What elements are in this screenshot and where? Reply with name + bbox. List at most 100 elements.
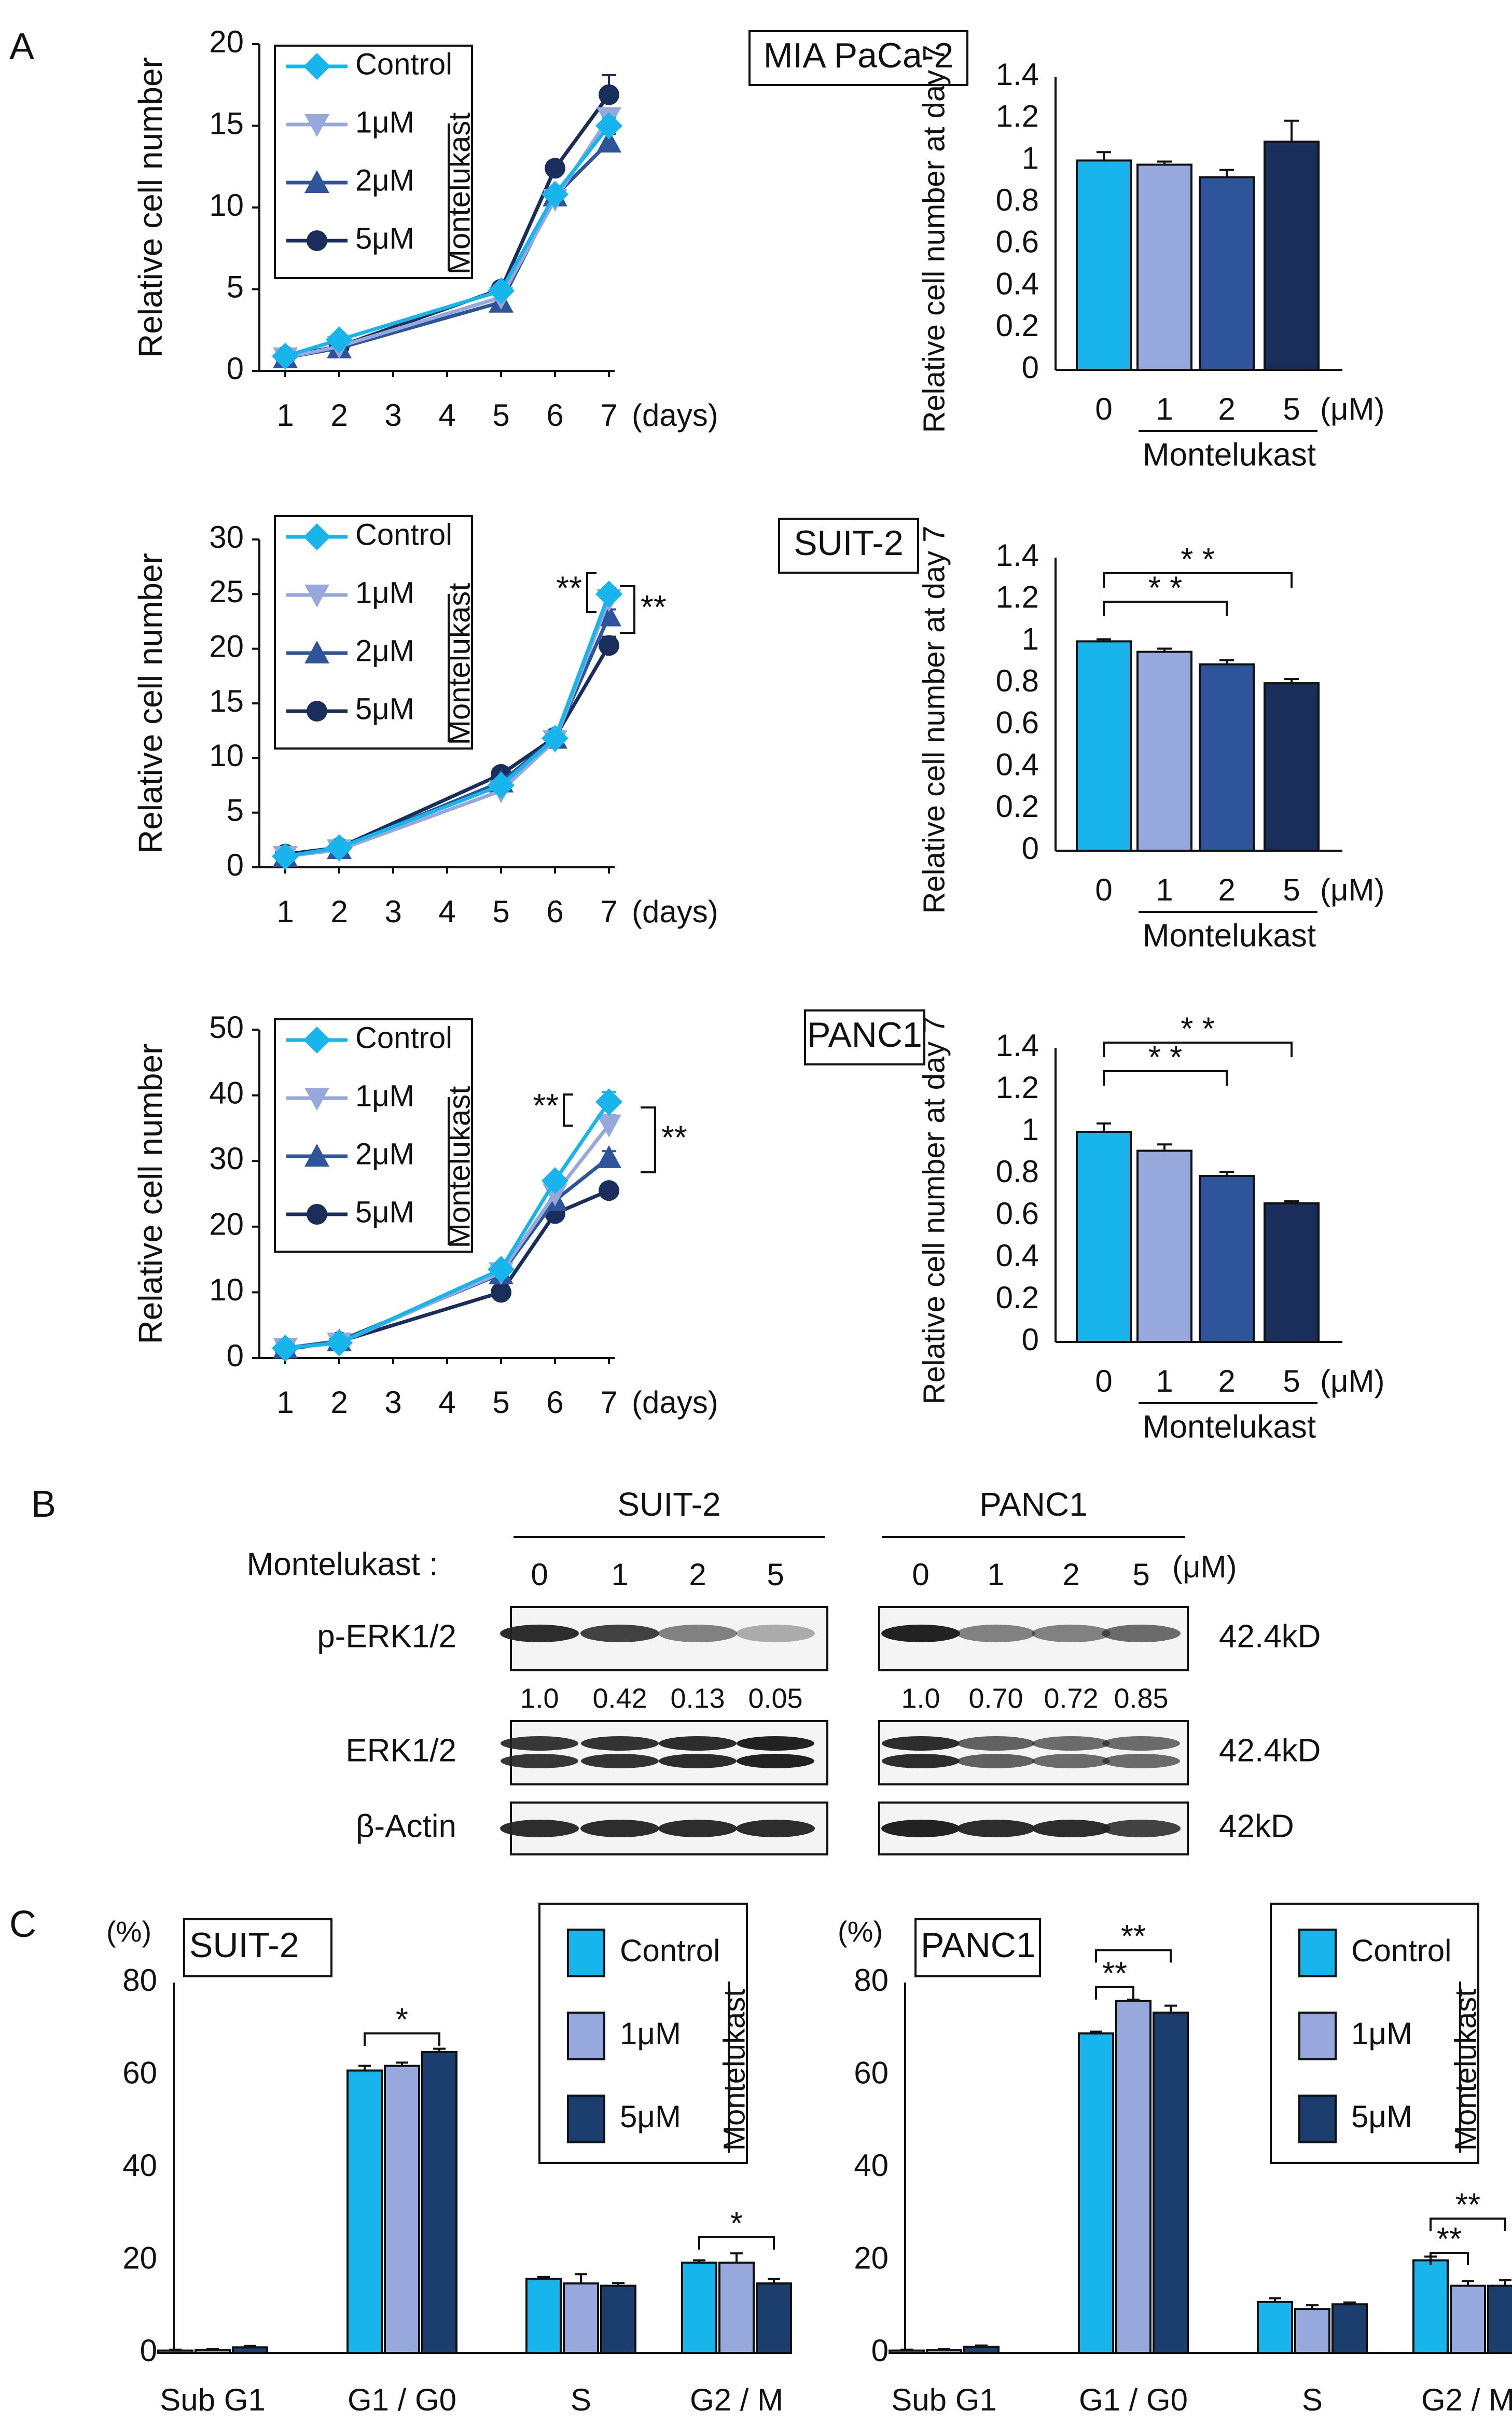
a2-legend-marker-Control <box>303 523 330 550</box>
a1-point-Control <box>326 326 353 354</box>
a3-point-1μM <box>597 1114 621 1138</box>
b-dose-label-PANC1: 1 <box>987 1557 1004 1592</box>
a1-point-5μM <box>599 84 619 105</box>
b-dose-label-PANC1: 5 <box>1132 1557 1149 1592</box>
c1-sig-2-label: * <box>730 2206 743 2241</box>
a2-legend-label-Control: Control <box>355 518 452 551</box>
ab1-y-tick-label: 1.2 <box>996 99 1039 134</box>
c2-legend-label-5μM: 5μM <box>1351 2099 1412 2134</box>
c1-bar-G2 / M-5μM <box>756 2282 792 2354</box>
ab1-y-label: Relative cell number at day 7 <box>917 45 951 433</box>
b-group-title-PANC1: PANC1 <box>979 1486 1088 1523</box>
c1-legend-swatch-5μM <box>567 2095 605 2143</box>
c1-x-tick-label: Sub G1 <box>160 2382 265 2417</box>
c2-bar-S-5μM <box>1331 2303 1368 2354</box>
ab2-bar-0 <box>1076 640 1132 852</box>
b-band-β-Actin <box>500 1820 579 1837</box>
c1-bar-G1 / G0-5μM <box>421 2050 457 2354</box>
a1-legend-label-5μM: 5μM <box>355 221 414 255</box>
c2-y-tick-label: 40 <box>854 2148 889 2183</box>
b-dose-label-PANC1: 0 <box>912 1557 929 1592</box>
a3-point-Control <box>272 1335 299 1362</box>
a1-x-tick-label: 3 <box>384 398 401 433</box>
c1-y-unit-label: (%) <box>106 1915 151 1948</box>
c2-bar-G2 / M-Control <box>1412 2259 1449 2354</box>
ab1-bar-5 <box>1264 141 1320 371</box>
a3-sig-2-bracket <box>641 1106 656 1173</box>
a1-x-tick-label: 5 <box>492 398 509 433</box>
ab2-y-tick-label: 0.8 <box>996 663 1039 698</box>
a3-legend-marker-5μM <box>307 1204 327 1225</box>
c2-y-tick-label: 20 <box>854 2240 889 2275</box>
c1-bar-G2 / M-Control <box>681 2261 717 2354</box>
ab3-sig-2-bracket <box>1103 1042 1293 1057</box>
b-treatment-label: Montelukast : <box>247 1546 438 1582</box>
ab3-y-label: Relative cell number at day 7 <box>917 1017 951 1405</box>
b-band-ERK1/2 <box>1102 1736 1180 1751</box>
c2-x-tick-label: S <box>1302 2382 1323 2417</box>
b-band-p-ERK1/2 <box>881 1625 960 1642</box>
ab3-y-tick-label: 1.4 <box>996 1028 1039 1063</box>
ab1-bar-1 <box>1136 163 1192 371</box>
a3-point-5μM <box>599 1180 619 1201</box>
ab3-group-label: Montelukast <box>1143 1409 1316 1445</box>
a1-title-box <box>748 30 968 86</box>
a2-sig-2-bracket <box>620 585 635 634</box>
c2-bar-G1 / G0-1μM <box>1115 2000 1152 2354</box>
ab2-sig-2-label: * * <box>1181 542 1214 577</box>
b-unit-label: (μM) <box>1172 1549 1237 1584</box>
a2-y-tick-label: 20 <box>209 629 244 664</box>
a2-point-Control <box>542 725 568 752</box>
a2-x-tick-label: 6 <box>546 894 563 929</box>
c2-bar-G1 / G0-Control <box>1078 2032 1114 2354</box>
ab1-y-tick-label: 1.4 <box>996 57 1039 92</box>
ab3-y-tick-label: 0 <box>1022 1322 1039 1357</box>
ab1-x-tick-label: 5 <box>1283 392 1300 426</box>
b-band-ERK1/2 <box>659 1736 737 1751</box>
a3-x-tick-label: 1 <box>276 1385 294 1420</box>
c1-bar-Sub G1-Control <box>157 2349 193 2354</box>
b-dose-label-SUIT-2: 5 <box>767 1557 784 1592</box>
b-quant-PANC1: 0.85 <box>1114 1683 1168 1714</box>
ab2-unit-label: (μM) <box>1320 872 1385 907</box>
ab2-sig-2-bracket <box>1103 572 1293 588</box>
a3-y-tick-label: 10 <box>209 1272 244 1307</box>
b-band-ERK1/2 <box>957 1736 1035 1751</box>
a2-x-tick-label: 5 <box>492 894 509 929</box>
c1-bar-Sub G1-5μM <box>232 2346 268 2354</box>
a1-y-tick-label: 10 <box>209 188 244 223</box>
b-band-β-Actin <box>881 1820 960 1837</box>
ab1-y-tick-label: 0.2 <box>996 308 1039 343</box>
c2-title-box <box>914 1918 1041 1977</box>
ab2-bar-1 <box>1136 650 1192 852</box>
c1-legend-swatch-1μM <box>567 2012 605 2060</box>
b-dose-label-PANC1: 2 <box>1062 1557 1079 1592</box>
b-band-ERK1/2 <box>1032 1754 1110 1768</box>
a3-y-tick-label: 40 <box>209 1075 244 1110</box>
b-blot-frame-ERK1/2 <box>510 1720 828 1785</box>
a2-y-tick-label: 10 <box>209 738 244 773</box>
ab2-x-tick-label: 5 <box>1283 872 1300 907</box>
a2-legend-label-2μM: 2μM <box>355 634 414 668</box>
c1-x-tick-label: G1 / G0 <box>348 2382 456 2417</box>
ab3-bar-5 <box>1264 1202 1320 1343</box>
a2-y-tick-label: 0 <box>227 848 244 882</box>
ab3-sig-1-bracket <box>1103 1070 1228 1086</box>
a2-y-label: Relative cell number <box>132 553 169 854</box>
ab3-sig-1-label: * * <box>1148 1040 1182 1075</box>
a1-legend-marker-Control <box>303 53 330 80</box>
b-dose-label-SUIT-2: 0 <box>531 1557 548 1592</box>
a1-x-label: (days) <box>632 398 718 433</box>
a3-sig-1-label: ** <box>533 1087 559 1124</box>
c2-bar-Sub G1-5μM <box>963 2346 1000 2354</box>
a1-legend-marker-2μM <box>304 170 329 193</box>
b-band-β-Actin <box>956 1820 1035 1837</box>
c2-sig-1-bracket <box>1095 1986 1134 2000</box>
c1-legend-swatch-Control <box>567 1929 605 1977</box>
ab3-y-tick-label: 1.2 <box>996 1070 1039 1105</box>
a3-x-tick-label: 2 <box>330 1385 348 1420</box>
c2-bar-Sub G1-Control <box>889 2349 925 2354</box>
ab2-x-tick-label: 2 <box>1218 872 1235 907</box>
a3-y-label: Relative cell number <box>132 1044 169 1345</box>
